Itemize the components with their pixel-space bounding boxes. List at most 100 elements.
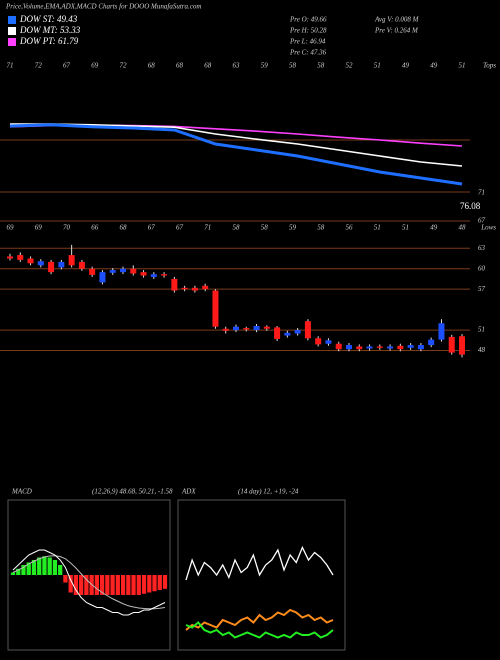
candle-body — [356, 346, 363, 350]
histogram-bar — [10, 572, 16, 575]
stat-label: Pre O: 49.66 — [289, 16, 327, 24]
top-label: 51 — [374, 224, 381, 232]
candle-body — [253, 326, 260, 331]
top-label: 58 — [289, 62, 297, 70]
histogram-bar — [68, 575, 73, 593]
candle-body — [89, 268, 96, 275]
legend-label: DOW MT: 53.33 — [19, 25, 81, 35]
candle-body — [181, 287, 188, 290]
histogram-bar — [63, 575, 68, 583]
candle-body — [161, 274, 168, 276]
macd-frame — [7, 499, 171, 651]
top-label: 72 — [35, 62, 43, 70]
top-label: 68 — [176, 62, 184, 70]
top-label: 70 — [63, 224, 71, 232]
candle-body — [397, 345, 404, 350]
y-tick-label: 48 — [478, 346, 486, 354]
histogram-bar — [21, 565, 26, 575]
candle-body — [438, 323, 445, 340]
histogram-bar — [42, 556, 47, 575]
candle-body — [109, 270, 116, 273]
top-label: 66 — [91, 224, 99, 232]
top-label: 58 — [317, 62, 325, 70]
legend-swatch — [8, 27, 16, 35]
ema-line — [9, 123, 463, 186]
top-label: 52 — [346, 62, 354, 70]
histogram-bar — [52, 560, 58, 575]
histogram-bar — [162, 575, 168, 589]
candle-body — [448, 336, 455, 353]
candle-body — [7, 256, 13, 259]
top-label: 72 — [120, 62, 128, 70]
stat-label: Pre V: 0.264 M — [374, 27, 419, 35]
candle-body — [263, 326, 270, 329]
top-label: 67 — [63, 62, 71, 70]
histogram-bar — [110, 575, 115, 595]
histogram-bar — [136, 575, 141, 595]
histogram-bar — [47, 557, 52, 575]
top-label: 68 — [204, 62, 212, 70]
candle-body — [150, 274, 157, 277]
candle-body — [202, 285, 209, 290]
top-label: 67 — [176, 224, 184, 232]
top-label: 69 — [91, 62, 99, 70]
y-tick-label: 63 — [478, 244, 486, 252]
candle-body — [366, 346, 373, 349]
top-label: 51 — [459, 62, 466, 70]
adx-line — [185, 545, 334, 581]
histogram-bar — [131, 575, 136, 595]
candle-body — [294, 330, 301, 334]
histogram-bar — [126, 575, 131, 595]
histogram-bar — [26, 562, 31, 575]
top-label: 58 — [261, 224, 269, 232]
stat-label: Pre H: 50.28 — [289, 27, 327, 35]
panel-subtitle: (12,26,9) 48.68, 50.21, -1.58 — [92, 488, 173, 496]
top-label: 49 — [402, 62, 410, 70]
candle-body — [191, 287, 198, 291]
top-label: 49 — [430, 224, 438, 232]
corner-label: Lows — [480, 224, 496, 232]
panel-title: ADX — [181, 488, 196, 496]
candle-body — [335, 343, 342, 350]
top-label: 71 — [204, 224, 211, 232]
top-label: 67 — [148, 224, 156, 232]
macd-line — [12, 549, 166, 616]
ema-line — [10, 123, 463, 167]
top-label: 71 — [7, 62, 14, 70]
histogram-bar — [58, 565, 63, 575]
histogram-bar — [120, 575, 126, 595]
top-label: 56 — [346, 224, 354, 232]
histogram-bar — [157, 575, 162, 590]
candle-body — [99, 272, 106, 283]
y-tick-label: 51 — [478, 326, 485, 334]
signal-line — [12, 555, 166, 610]
top-label: 58 — [317, 224, 325, 232]
candle-body — [315, 338, 322, 345]
candle-body — [27, 258, 34, 264]
stat-label: Pre L: 46.94 — [289, 38, 326, 46]
adx-line — [185, 621, 334, 639]
candle-body — [78, 261, 85, 269]
candle-body — [417, 345, 424, 350]
histogram-bar — [94, 575, 99, 595]
top-label: 59 — [261, 62, 269, 70]
candle-body — [274, 327, 281, 339]
legend-label: DOW PT: 61.79 — [19, 36, 79, 46]
y-tick-label: 67 — [478, 217, 486, 225]
right-label: 71 — [478, 189, 485, 197]
candle-body — [233, 326, 239, 331]
candle-body — [58, 261, 65, 268]
legend-label: DOW ST: 49.43 — [19, 14, 78, 24]
candle-body — [304, 321, 311, 339]
top-label: 68 — [120, 224, 128, 232]
candle-body — [459, 336, 465, 355]
candle-body — [130, 268, 137, 274]
histogram-bar — [31, 560, 37, 575]
candle-body — [68, 255, 75, 266]
histogram-bar — [73, 575, 79, 595]
candle-body — [376, 346, 383, 348]
candle-body — [171, 278, 178, 291]
top-label: 68 — [148, 62, 156, 70]
top-label: 59 — [289, 224, 297, 232]
